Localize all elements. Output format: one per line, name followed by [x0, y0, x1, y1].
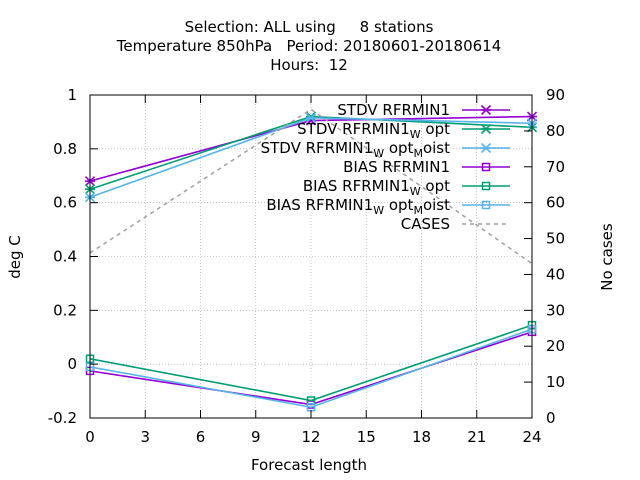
- x-tick-label: 24: [522, 428, 541, 446]
- y2-tick-label: 20: [546, 337, 565, 355]
- y-tick-label: -0.2: [48, 409, 77, 427]
- legend-label: BIAS RFRMIN1W opt: [303, 177, 450, 198]
- x-tick-label: 15: [357, 428, 376, 446]
- legend-marker: [481, 162, 491, 172]
- legend-entry: STDV RFRMIN1W opt: [297, 120, 510, 141]
- y-tick-label: 0: [67, 355, 77, 373]
- x-tick-label: 6: [196, 428, 206, 446]
- data-point: [305, 112, 317, 123]
- legend-marker: [481, 200, 491, 210]
- axis-ticks: 0 3 6 9 12 15 18 21 24-0.200.20.40.60.8101020304…: [48, 86, 565, 446]
- series-line: [89, 108, 533, 265]
- legend-label: BIAS RFRMIN1W optMoist: [266, 196, 450, 217]
- y2-tick-label: 80: [546, 122, 565, 140]
- chart-title-line-2: Temperature 850hPa Period: 20180601-2018…: [116, 37, 502, 55]
- y2-tick-label: 60: [546, 194, 565, 212]
- legend-marker: [481, 181, 491, 191]
- x-tick-label: 18: [412, 428, 431, 446]
- y2-tick-label: 40: [546, 265, 565, 283]
- chart-title-line-3: Hours: 12: [270, 56, 348, 74]
- y2-tick-label: 50: [546, 230, 565, 248]
- y2-tick-label: 70: [546, 158, 565, 176]
- legend-marker: [480, 123, 492, 135]
- legend-marker: [480, 142, 492, 154]
- legend-entry: STDV RFRMIN1W optMoist: [261, 139, 510, 160]
- legend-label: BIAS RFRMIN1: [343, 158, 450, 176]
- series-line: [89, 328, 533, 409]
- legend-label: CASES: [401, 215, 450, 233]
- y2-tick-label: 0: [546, 409, 556, 427]
- y2-axis-label: No cases: [598, 223, 616, 291]
- x-tick-label: 21: [467, 428, 486, 446]
- legend-entry: STDV RFRMIN1: [337, 101, 510, 119]
- legend-entry: BIAS RFRMIN1W opt: [303, 177, 510, 198]
- x-tick-label: 0: [85, 428, 95, 446]
- legend-label: STDV RFRMIN1: [337, 101, 450, 119]
- y-tick-label: 1: [67, 86, 77, 104]
- legend-entry: BIAS RFRMIN1W optMoist: [266, 196, 510, 217]
- x-tick-label: 3: [140, 428, 150, 446]
- y-tick-label: 0.6: [53, 194, 77, 212]
- y2-tick-label: 10: [546, 373, 565, 391]
- y-axis-label: deg C: [6, 235, 24, 279]
- x-tick-label: 12: [301, 428, 320, 446]
- legend-marker: [480, 104, 492, 116]
- series-6: [89, 108, 533, 265]
- y-tick-label: 0.8: [53, 140, 77, 158]
- y-tick-label: 0.4: [53, 248, 77, 266]
- series-line: [89, 324, 533, 402]
- legend-label: STDV RFRMIN1W opt: [297, 120, 450, 141]
- x-tick-label: 9: [251, 428, 261, 446]
- legend-entry: CASES: [401, 215, 510, 233]
- chart-title: Selection: ALL using 8 stations Temperat…: [116, 18, 502, 74]
- x-axis-label: Forecast length: [251, 456, 367, 474]
- legend-label: STDV RFRMIN1W optMoist: [261, 139, 451, 160]
- y2-tick-label: 90: [546, 86, 565, 104]
- y2-tick-label: 30: [546, 301, 565, 319]
- y-tick-label: 0.2: [53, 301, 77, 319]
- legend-entry: BIAS RFRMIN1: [343, 158, 510, 176]
- chart-title-line-1: Selection: ALL using 8 stations: [185, 18, 434, 36]
